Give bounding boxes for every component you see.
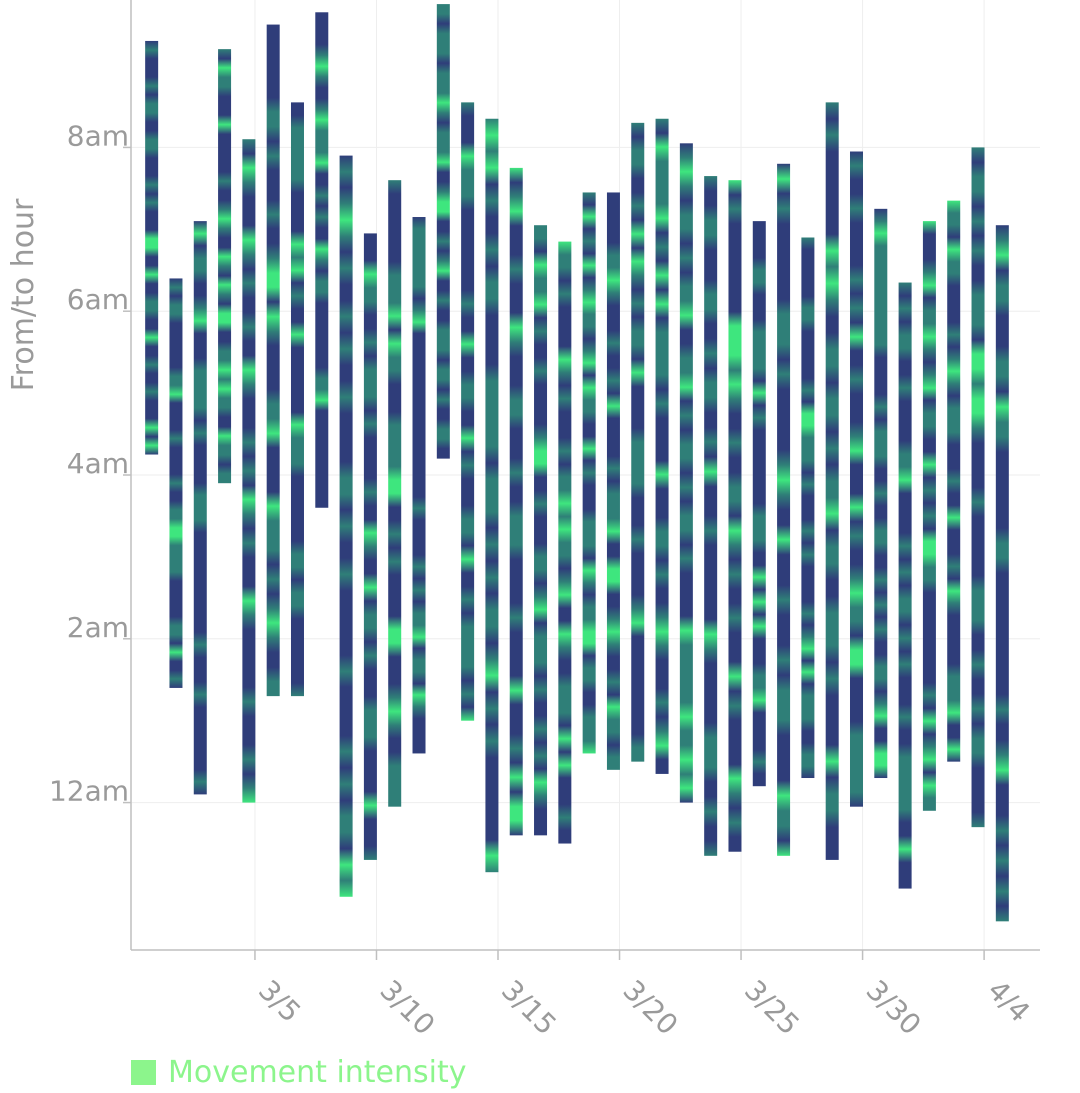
range-bar — [290, 102, 304, 697]
range-bar — [145, 40, 159, 455]
bar-series — [145, 4, 1009, 922]
range-bar — [922, 221, 936, 811]
legend: Movement intensity — [131, 1052, 467, 1092]
x-tick-label: 3/20 — [617, 974, 685, 1042]
range-bar — [849, 151, 863, 807]
range-bar — [534, 225, 548, 836]
range-bar — [242, 139, 256, 803]
range-bar — [752, 221, 766, 787]
range-bar — [898, 282, 912, 889]
range-bar — [801, 237, 815, 779]
range-bar — [218, 49, 232, 484]
range-bar — [582, 192, 596, 754]
range-bar — [388, 180, 402, 807]
x-tick-label: 3/10 — [374, 974, 442, 1042]
range-bar — [363, 233, 377, 860]
range-bar — [971, 147, 985, 828]
range-bar — [631, 122, 645, 762]
x-tick-label: 3/15 — [495, 974, 563, 1042]
x-tick-label: 4/4 — [981, 974, 1036, 1029]
range-bar — [995, 225, 1009, 922]
range-bar — [461, 102, 475, 721]
range-bar — [874, 208, 888, 779]
y-tick-label: 2am — [67, 611, 129, 644]
range-bar — [606, 192, 620, 770]
range-bar — [655, 118, 669, 774]
range-bar — [485, 118, 499, 873]
range-bar — [728, 180, 742, 852]
y-tick-label: 6am — [67, 283, 129, 316]
range-bar — [679, 143, 693, 803]
y-axis-label: From/to hour — [6, 198, 41, 391]
y-tick-label: 8am — [67, 119, 129, 152]
range-bar — [412, 217, 426, 754]
range-bar — [436, 4, 450, 459]
sleep-chart: 12am 2am 4am 6am 8am 3/5 3/10 3/15 3/20 3/25 3/30 4… — [6, 0, 1040, 1042]
range-bar — [558, 241, 572, 844]
y-tick-label: 12am — [49, 775, 129, 808]
x-tick-label: 3/5 — [252, 974, 307, 1029]
range-bar — [193, 221, 207, 795]
range-bar — [339, 155, 353, 897]
range-bar — [777, 163, 791, 856]
range-bar — [947, 200, 961, 762]
range-bar — [169, 278, 183, 688]
range-bar — [825, 102, 839, 860]
range-bar — [509, 167, 523, 836]
range-bar — [704, 176, 718, 856]
y-tick-label: 4am — [67, 447, 129, 480]
legend-swatch — [131, 1059, 156, 1085]
range-bar — [266, 24, 280, 697]
x-tick-label: 3/25 — [738, 974, 806, 1042]
x-tick-label: 3/30 — [860, 974, 928, 1042]
legend-label: Movement intensity — [168, 1054, 467, 1090]
range-bar — [315, 12, 329, 508]
